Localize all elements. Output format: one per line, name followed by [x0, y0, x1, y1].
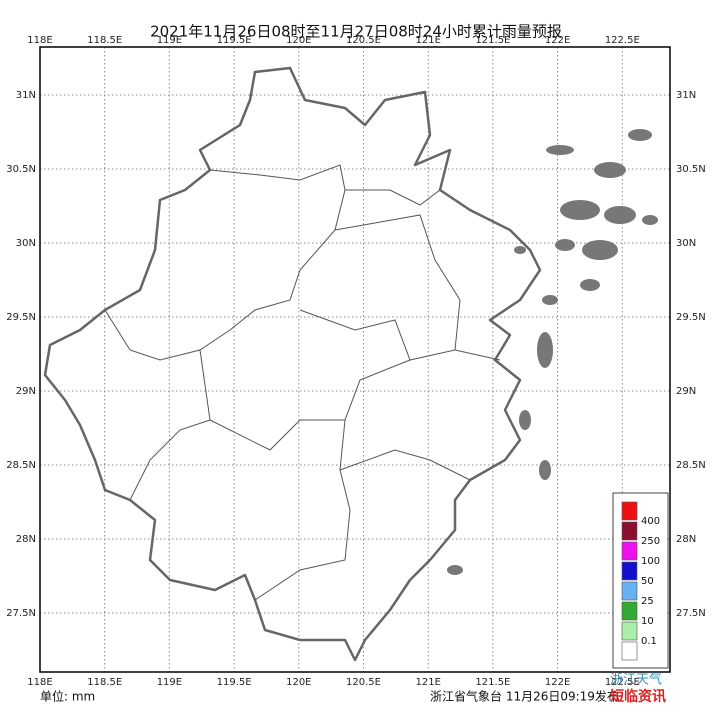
legend-label: 0.1: [641, 636, 657, 647]
x-tick-label: 119E: [157, 35, 182, 46]
province-outline: [43, 66, 542, 662]
x-tick-label: 120E: [286, 677, 311, 688]
coastline: [43, 66, 542, 662]
x-tick-label: 121.5E: [475, 677, 510, 688]
y-tick-label: 29.5N: [676, 312, 706, 323]
legend-swatch: [621, 561, 638, 581]
map-title: 2021年11月26日08时至11月27日08时24小时累计雨量预报: [150, 23, 562, 41]
legend-label: 100: [641, 556, 660, 567]
legend-label: 400: [641, 516, 660, 527]
x-tick-label: 119.5E: [217, 677, 252, 688]
unit-label: 单位: mm: [40, 689, 95, 704]
watermark: 浙江天气: [610, 672, 662, 688]
x-tick-label: 122E: [545, 35, 570, 46]
y-tick-label: 30N: [16, 238, 36, 249]
x-tick-label: 122.5E: [605, 677, 640, 688]
boundary: [454, 349, 501, 361]
boundary: [129, 349, 211, 501]
legend-swatch: [621, 501, 638, 521]
x-tick-label: 122.5E: [605, 35, 640, 46]
y-tick-label: 29.5N: [6, 312, 36, 323]
x-tick-label: 120E: [286, 35, 311, 46]
legend-swatch: [621, 541, 638, 561]
legend-swatch: [621, 621, 638, 641]
y-tick-label: 30N: [676, 238, 696, 249]
map-frame: [39, 46, 671, 673]
boundary: [254, 419, 351, 601]
x-tick-label: 119E: [157, 677, 182, 688]
legend-label: 10: [641, 616, 654, 627]
x-tick-label: 118E: [27, 35, 52, 46]
legend-label: 50: [641, 576, 654, 587]
boundary: [209, 164, 441, 206]
y-tick-label: 28.5N: [6, 460, 36, 471]
x-tick-label: 118.5E: [87, 677, 122, 688]
x-tick-label: 118E: [27, 677, 52, 688]
y-tick-label: 29N: [16, 386, 36, 397]
x-tick-label: 120.5E: [346, 35, 381, 46]
legend-label: 25: [641, 596, 654, 607]
x-tick-label: 121E: [415, 677, 440, 688]
x-tick-label: 121.5E: [475, 35, 510, 46]
y-tick-label: 29N: [676, 386, 696, 397]
x-tick-label: 119.5E: [217, 35, 252, 46]
x-tick-label: 122E: [545, 677, 570, 688]
y-tick-label: 30.5N: [676, 164, 706, 175]
legend-swatch: [621, 601, 638, 621]
x-tick-label: 118.5E: [87, 35, 122, 46]
legend-swatch: [621, 581, 638, 601]
watermark: 短临资讯: [610, 688, 666, 705]
y-tick-label: 28.5N: [676, 460, 706, 471]
x-tick-label: 121E: [415, 35, 440, 46]
boundary: [339, 449, 471, 481]
city-boundaries: [104, 164, 501, 601]
y-tick-label: 28N: [676, 534, 696, 545]
boundary: [209, 359, 411, 451]
axis-labels: 118E 118E 118.5E 118.5E 119E 119E 119.5E 119.5E…: [6, 35, 706, 688]
legend-swatch: [621, 521, 638, 541]
legend-label: 250: [641, 536, 660, 547]
y-tick-label: 27.5N: [676, 608, 706, 619]
y-tick-label: 30.5N: [6, 164, 36, 175]
y-tick-label: 31N: [676, 90, 696, 101]
footer: 浙江省气象台 11月26日09:19发布: [430, 689, 619, 704]
legend-swatch: [621, 641, 638, 661]
islands: [447, 129, 658, 575]
x-tick-label: 120.5E: [346, 677, 381, 688]
y-tick-label: 31N: [16, 90, 36, 101]
boundary: [104, 189, 346, 361]
legend: 400 250 100 50 25 10 0.1: [621, 501, 660, 661]
y-tick-label: 28N: [16, 534, 36, 545]
y-tick-label: 27.5N: [6, 608, 36, 619]
